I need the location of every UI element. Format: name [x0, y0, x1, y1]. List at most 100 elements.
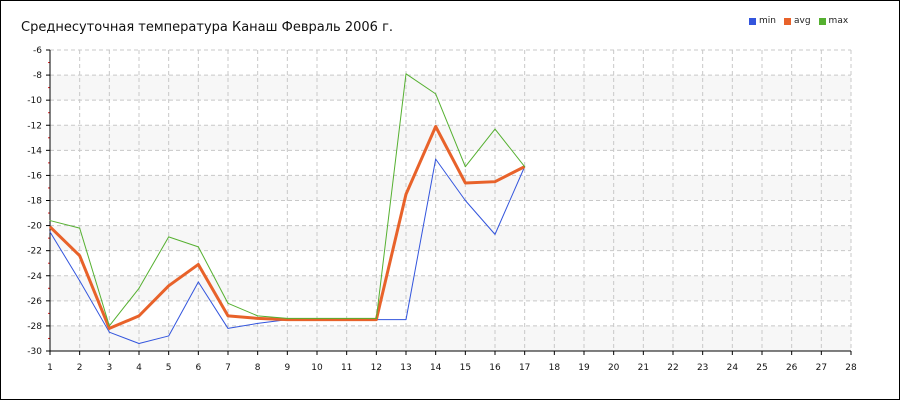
data-point-avg — [435, 126, 437, 128]
x-tick-label: 19 — [578, 363, 590, 373]
data-point-avg — [375, 319, 377, 321]
x-tick-label: 21 — [638, 363, 649, 373]
data-point-max — [79, 227, 81, 229]
data-point-min — [227, 327, 229, 329]
data-point-max — [257, 315, 259, 317]
y-tick-label: -30 — [27, 347, 42, 357]
x-tick-label: 23 — [697, 363, 708, 373]
legend-swatch — [783, 17, 791, 25]
x-tick-label: 3 — [106, 363, 112, 373]
y-tick-label: -18 — [27, 197, 42, 207]
data-point-max — [197, 246, 199, 248]
x-tick-label: 8 — [255, 363, 261, 373]
x-tick-label: 14 — [430, 363, 442, 373]
x-tick-label: 12 — [371, 363, 382, 373]
data-point-max — [524, 166, 526, 168]
x-tick-label: 2 — [77, 363, 83, 373]
x-tick-label: 18 — [549, 363, 561, 373]
data-point-min — [494, 233, 496, 235]
x-tick-label: 17 — [519, 363, 530, 373]
data-point-avg — [197, 263, 199, 265]
y-tick-label: -16 — [27, 171, 42, 181]
data-point-avg — [227, 315, 229, 317]
x-tick-label: 27 — [816, 363, 827, 373]
data-point-max — [494, 128, 496, 130]
data-point-avg — [494, 181, 496, 183]
grid-band — [50, 325, 851, 351]
data-point-max — [346, 317, 348, 319]
data-point-max — [375, 317, 377, 319]
data-point-min — [108, 331, 110, 333]
x-tick-label: 16 — [489, 363, 501, 373]
legend-swatch — [818, 17, 826, 25]
x-tick-label: 4 — [136, 363, 142, 373]
data-point-min — [464, 200, 466, 201]
data-point-avg — [79, 255, 81, 257]
chart-title: Среднесуточная температура Канаш Февраль… — [21, 20, 394, 35]
data-point-avg — [316, 319, 318, 321]
x-tick-label: 11 — [341, 363, 352, 373]
data-point-max — [286, 317, 288, 319]
data-point-min — [49, 231, 51, 233]
data-point-min — [257, 322, 259, 324]
data-point-max — [138, 287, 140, 289]
x-tick-label: 13 — [400, 363, 411, 373]
x-tick-label: 22 — [667, 363, 678, 373]
y-tick-label: -10 — [27, 96, 42, 106]
data-point-avg — [257, 317, 259, 319]
data-point-avg — [405, 193, 407, 195]
legend-item-min: min — [749, 16, 776, 26]
y-tick-label: -6 — [33, 46, 42, 56]
x-tick-label: 9 — [284, 363, 290, 373]
data-point-min — [138, 342, 140, 344]
data-point-max — [108, 325, 110, 327]
x-tick-label: 5 — [166, 363, 172, 373]
x-tick-label: 24 — [727, 363, 739, 373]
data-point-min — [79, 280, 81, 282]
y-tick-label: -28 — [27, 322, 42, 332]
data-point-avg — [168, 285, 170, 287]
data-point-avg — [464, 182, 466, 184]
y-tick-label: -20 — [27, 222, 42, 232]
data-point-avg — [346, 319, 348, 321]
x-tick-label: 25 — [756, 363, 767, 373]
data-point-avg — [138, 315, 140, 317]
data-point-min — [435, 158, 437, 160]
data-point-max — [405, 73, 407, 75]
y-tick-label: -8 — [33, 71, 42, 81]
data-point-avg — [49, 226, 51, 228]
legend-label: max — [828, 16, 849, 26]
legend-label: avg — [793, 16, 811, 26]
x-tick-label: 26 — [786, 363, 798, 373]
x-tick-label: 1 — [47, 363, 53, 373]
y-tick-label: -14 — [27, 146, 42, 156]
legend-label: min — [759, 16, 776, 26]
legend-swatch — [749, 17, 756, 25]
data-point-max — [227, 302, 229, 304]
data-point-max — [435, 93, 437, 95]
data-point-max — [316, 317, 318, 319]
data-point-avg — [108, 327, 110, 329]
legend: min avg max — [749, 16, 848, 26]
grid-band — [50, 225, 851, 251]
data-point-max — [168, 236, 170, 238]
data-point-avg — [286, 319, 288, 321]
x-tick-label: 10 — [311, 363, 323, 373]
grid-band — [50, 275, 851, 301]
data-point-min — [168, 335, 170, 337]
y-tick-label: -26 — [27, 297, 42, 307]
x-tick-label: 7 — [225, 363, 231, 373]
legend-item-avg: avg — [783, 16, 811, 26]
legend-item-max: max — [818, 16, 849, 26]
y-tick-label: -24 — [27, 272, 42, 282]
x-tick-label: 20 — [608, 363, 620, 373]
grid-band — [50, 75, 851, 101]
data-point-max — [464, 166, 466, 168]
data-point-min — [405, 319, 407, 321]
data-point-min — [197, 281, 199, 283]
data-point-max — [49, 220, 51, 222]
y-tick-label: -12 — [27, 121, 42, 131]
x-tick-label: 15 — [460, 363, 471, 373]
